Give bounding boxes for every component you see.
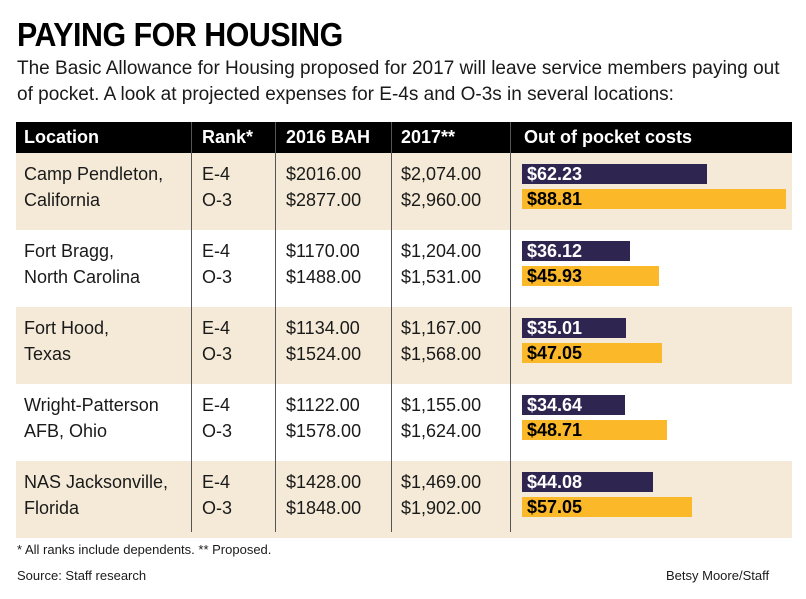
bar-e4: $34.64 [522, 395, 626, 415]
location-line1: Camp Pendleton, [24, 164, 164, 184]
bah-2017-cell: $1,469.00 [401, 472, 482, 492]
table-row: NAS Jacksonville, Florida E-4 $1428.00 $1,46… [16, 461, 792, 538]
location-line2: California [24, 190, 101, 210]
bah-2016-cell: $1428.00 [286, 472, 362, 492]
bah-2016-cell: $1134.00 [286, 318, 360, 338]
table-header: Location Rank* 2016 BAH 2017** Out of po… [16, 122, 792, 153]
rank-cell: O-3 [202, 190, 233, 210]
table-row: Fort Bragg, North Carolina E-4 $1170.00 $1,2… [16, 230, 792, 307]
column-divider [510, 122, 511, 532]
col-header-location: Location [24, 127, 99, 147]
col-header-out-of-pocket: Out of pocket costs [524, 127, 693, 147]
bah-2017-cell: $1,155.00 [401, 395, 482, 415]
location-line1: Fort Bragg, [24, 241, 115, 261]
bah-2016-cell: $2877.00 [286, 190, 362, 210]
bar-o3: $45.93 [522, 266, 659, 286]
location-line2: North Carolina [24, 267, 141, 287]
rank-cell: E-4 [202, 164, 231, 184]
footnotes: * All ranks include dependents. ** Propo… [17, 542, 272, 557]
credit-line: Betsy Moore/Staff [666, 568, 770, 583]
table-row: Wright-Patterson AFB, Ohio E-4 $1122.00 $1,1… [16, 384, 792, 461]
rank-cell: E-4 [202, 241, 231, 261]
bar-e4: $62.23 [522, 164, 708, 184]
subtitle: The Basic Allowance for Housing proposed… [17, 58, 780, 105]
rank-cell: O-3 [202, 498, 233, 518]
bah-2017-cell: $1,167.00 [401, 318, 482, 338]
bah-2016-cell: $1578.00 [286, 421, 362, 441]
location-line1: Fort Hood, [24, 318, 110, 338]
bah-2016-cell: $1848.00 [286, 498, 362, 518]
bah-2016-cell: $1122.00 [286, 395, 360, 415]
bah-2016-cell: $1488.00 [286, 267, 362, 287]
bar-o3: $57.05 [522, 497, 692, 517]
bar-e4: $35.01 [522, 318, 627, 338]
rank-cell: E-4 [202, 318, 231, 338]
col-header-2017: 2017** [401, 127, 456, 147]
bah-2017-cell: $1,568.00 [401, 344, 482, 364]
column-divider [275, 122, 276, 532]
bah-2017-cell: $1,531.00 [401, 267, 482, 287]
column-divider [191, 122, 192, 532]
rank-cell: O-3 [202, 344, 233, 364]
bar-e4: $36.12 [522, 241, 630, 261]
rank-cell: O-3 [202, 267, 233, 287]
bah-2016-cell: $1524.00 [286, 344, 362, 364]
column-divider [391, 122, 392, 532]
bah-2016-cell: $2016.00 [286, 164, 362, 184]
location-line1: NAS Jacksonville, [24, 472, 169, 492]
table-row: Fort Hood, Texas E-4 $1134.00 $1,167.00 $35.0… [16, 307, 792, 384]
location-line2: Florida [24, 498, 80, 518]
source-line: Source: Staff research [17, 568, 147, 583]
page-title: PAYING FOR HOUSING [17, 16, 343, 53]
location-line2: Texas [24, 344, 72, 364]
bar-o3: $47.05 [522, 343, 663, 363]
rank-cell: E-4 [202, 472, 231, 492]
bar-o3: $88.81 [522, 189, 787, 209]
bah-2017-cell: $2,074.00 [401, 164, 482, 184]
bah-2017-cell: $1,204.00 [401, 241, 482, 261]
bar-o3: $48.71 [522, 420, 668, 440]
bar-e4: $44.08 [522, 472, 654, 492]
rank-cell: O-3 [202, 421, 233, 441]
bah-2017-cell: $1,624.00 [401, 421, 482, 441]
location-line1: Wright-Patterson [24, 395, 159, 415]
col-header-rank: Rank* [202, 127, 254, 147]
bah-2017-cell: $1,902.00 [401, 498, 482, 518]
bah-2017-cell: $2,960.00 [401, 190, 482, 210]
col-header-2016-bah: 2016 BAH [286, 127, 371, 147]
location-line2: AFB, Ohio [24, 421, 108, 441]
rank-cell: E-4 [202, 395, 231, 415]
bah-2016-cell: $1170.00 [286, 241, 360, 261]
table-row: Camp Pendleton, California E-4 $2016.00 $2,0… [16, 153, 792, 230]
